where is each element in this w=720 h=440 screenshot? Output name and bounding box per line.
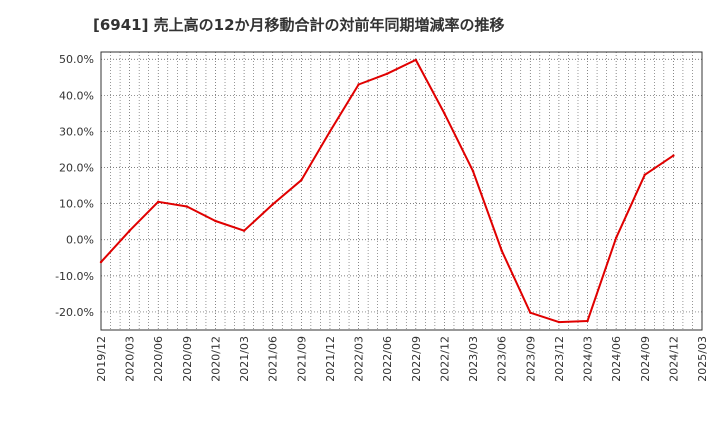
x-tick-label: 2021/06 — [267, 336, 280, 382]
data-point — [185, 205, 189, 208]
data-point — [614, 236, 618, 240]
data-point — [586, 319, 589, 323]
data-point — [128, 229, 131, 232]
data-point — [214, 219, 217, 223]
data-point — [357, 83, 360, 86]
x-tick-label: 2024/09 — [639, 336, 652, 382]
plot-background — [101, 52, 702, 330]
data-point — [99, 260, 103, 264]
plot-frame — [100, 51, 703, 331]
data-point — [242, 229, 246, 232]
data-point — [643, 173, 646, 176]
x-tick-label: 2022/09 — [410, 336, 423, 382]
grid-lines — [100, 52, 703, 330]
x-tick-label: 2020/06 — [152, 336, 165, 382]
data-point — [385, 72, 389, 75]
x-tick-label: 2023/06 — [496, 336, 509, 382]
x-tick-label: 2024/03 — [582, 336, 595, 382]
x-tick-label: 2020/09 — [181, 336, 194, 382]
y-tick-label: 40.0% — [59, 89, 94, 102]
y-tick-label: 20.0% — [59, 162, 94, 175]
data-point — [271, 203, 274, 206]
data-point — [471, 169, 475, 173]
data-point — [529, 311, 532, 314]
data-point — [300, 178, 303, 182]
data-point — [557, 320, 561, 324]
data-point — [443, 112, 446, 115]
y-tick-label: 30.0% — [59, 125, 94, 138]
chart-title: [6941] 売上高の12か月移動合計の対前年同期増減率の推移 — [93, 16, 505, 34]
y-tick-label: 0.0% — [66, 234, 94, 247]
x-tick-label: 2025/03 — [696, 336, 709, 382]
y-tick-label: -20.0% — [55, 306, 94, 319]
x-tick-label: 2022/03 — [353, 336, 366, 382]
y-tick-label: -10.0% — [55, 270, 94, 283]
data-point — [500, 249, 503, 252]
data-point — [672, 154, 675, 157]
x-tick-label: 2021/03 — [238, 336, 251, 382]
x-tick-label: 2024/06 — [610, 336, 623, 382]
y-tick-label: 50.0% — [59, 53, 94, 66]
x-tick-label: 2022/06 — [381, 336, 394, 382]
x-tick-label: 2023/09 — [524, 336, 537, 382]
x-tick-label: 2020/03 — [124, 336, 137, 382]
x-tick-label: 2021/12 — [324, 336, 337, 382]
data-point — [328, 130, 332, 133]
x-tick-label: 2019/12 — [95, 336, 108, 382]
x-tick-label: 2023/12 — [553, 336, 566, 382]
x-tick-label: 2021/09 — [295, 336, 308, 382]
y-tick-label: 10.0% — [59, 198, 94, 211]
x-tick-label: 2023/03 — [467, 336, 480, 382]
x-tick-label: 2020/12 — [209, 336, 222, 382]
x-tick-label: 2024/12 — [667, 336, 680, 382]
data-point — [157, 200, 160, 204]
x-tick-label: 2022/12 — [438, 336, 451, 382]
data-point — [414, 58, 418, 62]
